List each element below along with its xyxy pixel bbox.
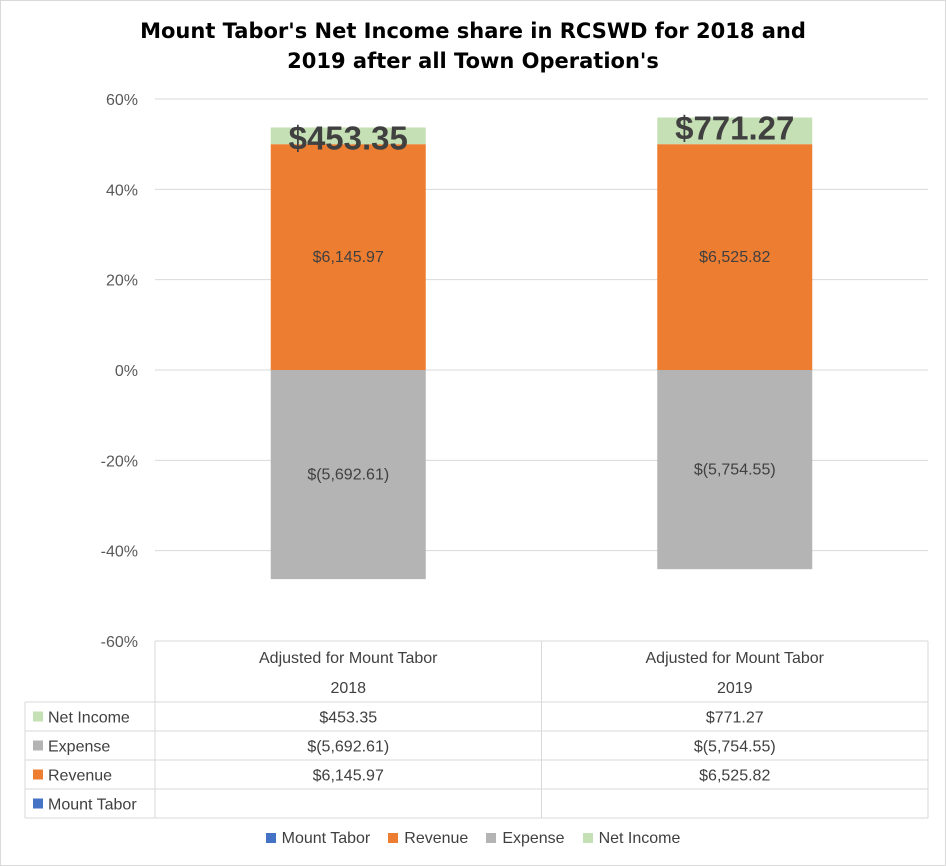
legend-swatch bbox=[388, 833, 399, 843]
legend-item: Expense bbox=[486, 830, 565, 848]
legend-swatch bbox=[486, 833, 497, 843]
chart-title: Mount Tabor's Net Income share in RCSWD … bbox=[0, 16, 946, 76]
data-label-net-income: $453.35 bbox=[289, 119, 408, 156]
data-label-expense: $(5,754.55) bbox=[694, 462, 776, 479]
bar-expense bbox=[270, 370, 426, 580]
table-row-swatch bbox=[33, 711, 43, 722]
legend-label: Revenue bbox=[404, 830, 469, 847]
bar-net-income bbox=[270, 127, 426, 145]
y-tick-label: -60% bbox=[101, 634, 138, 651]
y-tick-label: -20% bbox=[101, 453, 138, 470]
legend-label: Expense bbox=[502, 830, 565, 847]
table-row-label: Net Income bbox=[48, 710, 130, 727]
table-cell: $(5,692.61) bbox=[307, 739, 389, 756]
table-row-swatch bbox=[33, 798, 43, 809]
table-header-line2: 2019 bbox=[717, 680, 753, 697]
data-label-revenue: $6,525.82 bbox=[699, 249, 770, 266]
y-tick-label: 0% bbox=[115, 363, 138, 380]
data-label-expense: $(5,692.61) bbox=[307, 467, 389, 484]
legend-label: Net Income bbox=[598, 830, 681, 847]
legend-label: Mount Tabor bbox=[281, 830, 371, 847]
chart-title-line-1: Mount Tabor's Net Income share in RCSWD … bbox=[140, 19, 806, 43]
legend-swatch bbox=[582, 833, 593, 843]
y-tick-label: 20% bbox=[106, 273, 138, 290]
chart-title-line-2: 2019 after all Town Operation's bbox=[287, 49, 659, 73]
legend-swatch bbox=[265, 833, 276, 843]
table-row-swatch bbox=[33, 769, 43, 780]
table-cell: $(5,754.55) bbox=[694, 739, 776, 756]
bar-revenue bbox=[270, 144, 426, 370]
bar-net-income bbox=[657, 117, 813, 145]
table-row-label: Expense bbox=[48, 739, 110, 756]
y-tick-label: 40% bbox=[106, 182, 138, 199]
table-header-line2: 2018 bbox=[330, 680, 366, 697]
table-row-label: Revenue bbox=[48, 768, 112, 785]
table-cell: $6,525.82 bbox=[699, 768, 770, 785]
y-tick-label: 60% bbox=[106, 92, 138, 109]
table-cell: $453.35 bbox=[319, 710, 377, 727]
legend-item: Net Income bbox=[582, 830, 681, 848]
chart-legend: Mount Tabor Revenue Expense Net Income bbox=[0, 830, 946, 848]
table-cell: $6,145.97 bbox=[313, 768, 384, 785]
data-label-revenue: $6,145.97 bbox=[313, 249, 384, 266]
data-label-net-income: $771.27 bbox=[675, 110, 794, 147]
bar-expense bbox=[657, 370, 813, 570]
table-row-swatch bbox=[33, 740, 43, 751]
table-header-line1: Adjusted for Mount Tabor bbox=[646, 650, 825, 667]
bar-revenue bbox=[657, 144, 813, 370]
y-tick-label: -40% bbox=[101, 544, 138, 561]
legend-item: Mount Tabor bbox=[265, 830, 371, 848]
legend-item: Revenue bbox=[388, 830, 468, 848]
table-header-line1: Adjusted for Mount Tabor bbox=[259, 650, 438, 667]
table-cell: $771.27 bbox=[706, 710, 764, 727]
table-row-label: Mount Tabor bbox=[48, 797, 137, 814]
